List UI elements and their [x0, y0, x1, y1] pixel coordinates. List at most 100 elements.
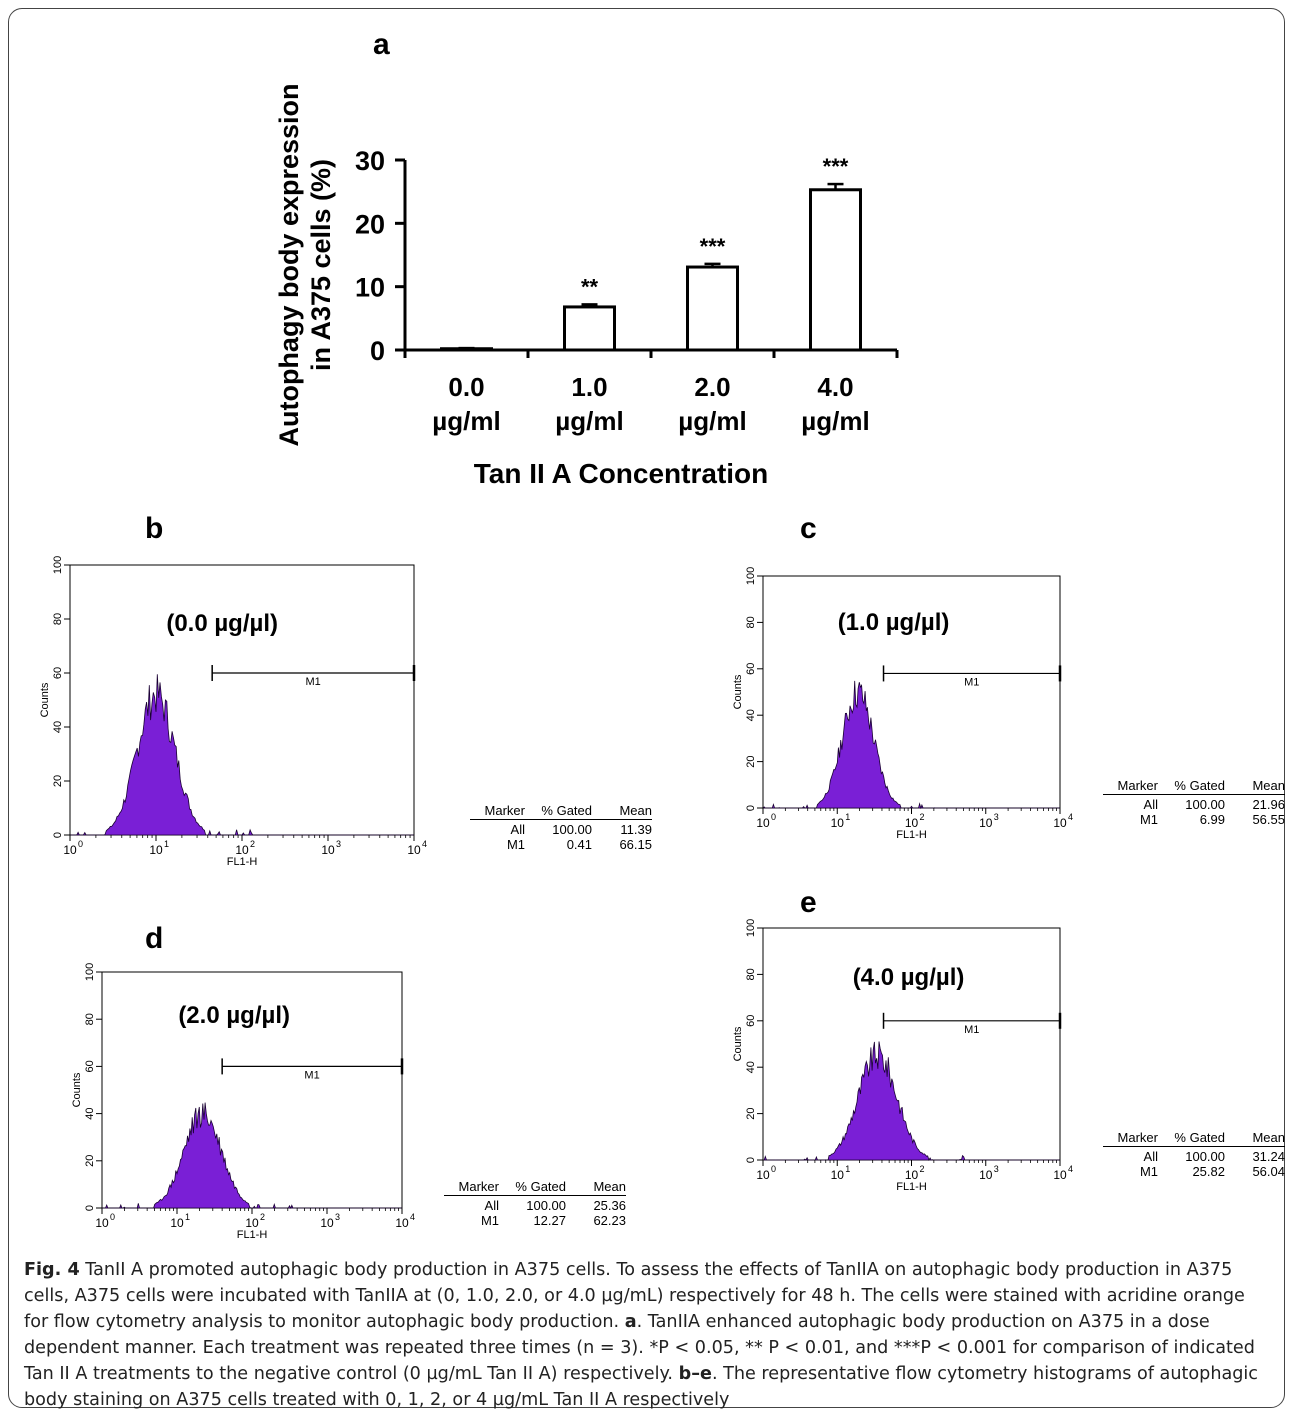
table-row: All 100.00 11.39 — [470, 822, 652, 837]
y-tick-label: 20 — [355, 209, 385, 239]
bar — [563, 305, 616, 352]
table-row: All 100.00 21.96 — [1103, 797, 1285, 812]
y-tick-label: 100 — [84, 963, 96, 981]
table-cell: 100.00 — [1185, 1149, 1225, 1164]
histogram-area — [102, 1102, 402, 1209]
panel-label-c: c — [800, 512, 817, 545]
table-cell: All — [510, 822, 525, 837]
x-tick-exponent: 1 — [845, 812, 850, 822]
x-axis-label: FL1-H — [237, 1229, 268, 1241]
x-tick-label: 4.0 — [817, 372, 853, 402]
caption-bold-a: a — [624, 1312, 637, 1332]
table-cell: All — [1143, 1149, 1158, 1164]
table-cell: 12.27 — [533, 1213, 566, 1228]
panel-label-b: b — [145, 512, 164, 545]
table-header-cell: % Gated — [515, 1179, 566, 1194]
y-tick-label: 40 — [52, 721, 64, 733]
x-tick-label: 10 — [149, 843, 163, 857]
x-tick-exponent: 4 — [410, 1212, 415, 1222]
x-tick-label: 1.0 — [571, 372, 607, 402]
table-header-cell: Marker — [1117, 1130, 1158, 1145]
figure-frame — [8, 8, 1285, 1408]
x-tick-label: 2.0 — [694, 372, 730, 402]
x-tick-exponent: 0 — [771, 812, 776, 822]
x-tick-label: 10 — [905, 1168, 919, 1182]
significance-label: *** — [700, 234, 726, 259]
x-tick-label: 10 — [321, 843, 335, 857]
x-tick-label: 10 — [320, 1216, 334, 1230]
y-axis-label-line2: in A375 cells (%) — [306, 159, 336, 371]
x-tick-label: 10 — [905, 816, 919, 830]
y-axis-label: Counts — [71, 1072, 83, 1107]
caption-text-3: . The representative flow cytometry hist… — [24, 1364, 1258, 1410]
x-tick-exponent: 2 — [260, 1212, 265, 1222]
y-tick-label: 0 — [52, 832, 64, 838]
x-axis-label: FL1-H — [227, 856, 258, 868]
x-tick-label-unit: µg/ml — [432, 406, 500, 436]
y-axis-label: Autophagy body expression — [274, 83, 304, 446]
caption-fig-label: Fig. 4 — [24, 1260, 80, 1280]
table-header-row: Marker % Gated Mean — [1103, 1130, 1285, 1147]
table-cell: 100.00 — [526, 1198, 566, 1213]
marker-label: M1 — [964, 1024, 979, 1036]
panel-label-a: a — [373, 28, 390, 61]
x-tick-exponent: 3 — [994, 1164, 999, 1174]
histogram-area — [761, 680, 1060, 810]
x-tick-label: 10 — [235, 843, 249, 857]
x-tick-exponent: 4 — [422, 839, 427, 849]
x-tick-label: 10 — [95, 1216, 109, 1230]
x-tick-exponent: 2 — [250, 839, 255, 849]
table-header-cell: Mean — [1252, 1130, 1285, 1145]
marker-label: M1 — [964, 676, 979, 688]
y-tick-label: 0 — [745, 1157, 757, 1163]
x-tick-label: 10 — [407, 843, 421, 857]
x-tick-label-unit: µg/ml — [678, 406, 746, 436]
y-tick-label: 60 — [52, 667, 64, 679]
y-tick-label: 100 — [52, 556, 64, 574]
stats-table-e: Marker % Gated Mean All 100.00 31.24 M1 25.82 56… — [1103, 1130, 1285, 1179]
table-row: M1 12.27 62.23 — [444, 1213, 626, 1228]
x-tick-exponent: 0 — [771, 1164, 776, 1174]
significance-label: *** — [823, 154, 849, 179]
plot-frame — [69, 564, 415, 836]
y-tick-label: 10 — [355, 273, 385, 303]
caption-text-1: TanII A promoted autophagic body product… — [24, 1260, 1245, 1332]
y-tick-label: 0 — [84, 1205, 96, 1211]
x-tick-label: 10 — [756, 1168, 770, 1182]
x-tick-exponent: 3 — [335, 1212, 340, 1222]
y-tick-label: 40 — [745, 709, 757, 721]
caption-bold-be: b–e — [678, 1364, 712, 1384]
table-header-cell: % Gated — [1174, 1130, 1225, 1145]
table-cell: All — [1143, 797, 1158, 812]
table-cell: 21.96 — [1252, 797, 1285, 812]
concentration-annotation: (2.0 µg/µl) — [178, 1002, 290, 1029]
x-tick-exponent: 1 — [845, 1164, 850, 1174]
table-cell: 56.55 — [1252, 812, 1285, 827]
y-axis-label: Counts — [732, 674, 744, 709]
y-tick-label: 20 — [745, 1107, 757, 1119]
table-cell: 31.24 — [1252, 1149, 1285, 1164]
x-tick-exponent: 1 — [164, 839, 169, 849]
panel-label-d: d — [145, 922, 164, 955]
y-tick-label: 80 — [84, 1013, 96, 1025]
y-tick-label: 80 — [745, 968, 757, 980]
y-tick-label: 100 — [745, 919, 757, 937]
table-header-cell: Mean — [619, 803, 652, 818]
y-tick-label: 100 — [745, 567, 757, 585]
x-tick-exponent: 2 — [920, 1164, 925, 1174]
x-tick-label-unit: µg/ml — [801, 406, 869, 436]
bar — [686, 265, 739, 352]
caption-text-2: . TanIIA enhanced autophagic body produc… — [24, 1312, 1255, 1384]
x-tick-label: 10 — [395, 1216, 409, 1230]
y-tick-label: 80 — [52, 613, 64, 625]
x-tick-label: 10 — [245, 1216, 259, 1230]
table-header-row: Marker % Gated Mean — [1103, 778, 1285, 795]
table-cell: 66.15 — [619, 837, 652, 852]
table-row: All 100.00 31.24 — [1103, 1149, 1285, 1164]
concentration-annotation: (1.0 µg/µl) — [838, 609, 950, 636]
concentration-annotation: (0.0 µg/µl) — [166, 610, 278, 637]
table-cell: 100.00 — [1185, 797, 1225, 812]
